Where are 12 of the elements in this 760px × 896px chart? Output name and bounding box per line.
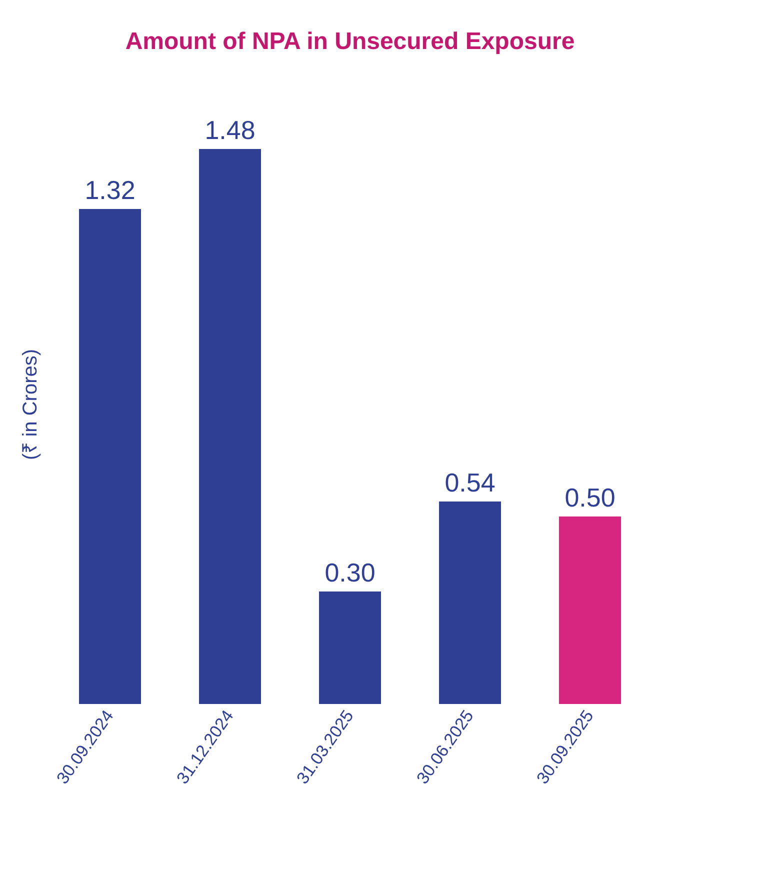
data-label: 1.32 [84,175,136,205]
data-label: 0.30 [324,558,376,588]
data-label: 1.48 [204,115,256,145]
data-label: 0.54 [444,468,496,498]
bar [559,516,621,704]
bar [199,149,261,704]
chart-title: Amount of NPA in Unsecured Exposure [125,28,575,55]
data-label: 0.50 [564,482,616,512]
bar [439,502,501,704]
y-axis-title: (₹ in Crores) [20,348,42,460]
bar [319,592,381,704]
bar [79,209,141,704]
